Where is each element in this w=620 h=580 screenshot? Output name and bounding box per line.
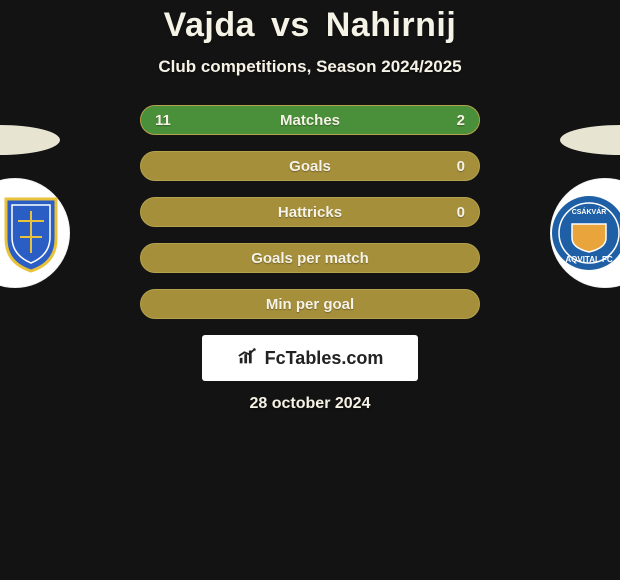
club-badge-left: [0, 178, 70, 288]
bar-value-left: 11: [155, 106, 171, 135]
bar-label: Hattricks: [141, 198, 479, 227]
stat-bar-matches: Matches11 2: [140, 105, 480, 135]
content-area: Vajda vs Nahirnij Club competitions, Sea…: [0, 0, 620, 413]
bar-value-right: 2: [457, 106, 465, 135]
club-crest-left-icon: [0, 193, 62, 273]
stat-bar-hattricks: Hattricks0: [140, 197, 480, 227]
stat-bar-min_per_goal: Min per goal: [140, 289, 480, 319]
stat-bars: Matches112Goals0Hattricks0Goals per matc…: [140, 105, 480, 319]
bar-label: Goals: [141, 152, 479, 181]
player-right-name: Nahirnij: [326, 6, 457, 44]
brand-text: FcTables.com: [265, 348, 384, 369]
club-crest-right-icon: CSÁKVÁR AQVITAL FC: [550, 194, 620, 272]
stat-bar-goals_per_match: Goals per match: [140, 243, 480, 273]
page-title: Vajda vs Nahirnij: [0, 6, 620, 45]
svg-text:CSÁKVÁR: CSÁKVÁR: [572, 207, 607, 216]
club-badge-right: CSÁKVÁR AQVITAL FC: [550, 178, 620, 288]
bar-label: Goals per match: [141, 244, 479, 273]
bar-value-right: 0: [457, 152, 465, 181]
bar-label: Matches: [141, 106, 479, 135]
bar-label: Min per goal: [141, 290, 479, 319]
vs-label: vs: [271, 6, 310, 44]
svg-text:AQVITAL FC: AQVITAL FC: [565, 255, 612, 264]
brand-chart-icon: [237, 345, 259, 372]
footer-date: 28 october 2024: [0, 395, 620, 413]
brand-card: FcTables.com: [202, 335, 418, 381]
subtitle: Club competitions, Season 2024/2025: [0, 57, 620, 77]
bar-value-right: 0: [457, 198, 465, 227]
stat-bar-goals: Goals0: [140, 151, 480, 181]
player-left-name: Vajda: [164, 6, 255, 44]
